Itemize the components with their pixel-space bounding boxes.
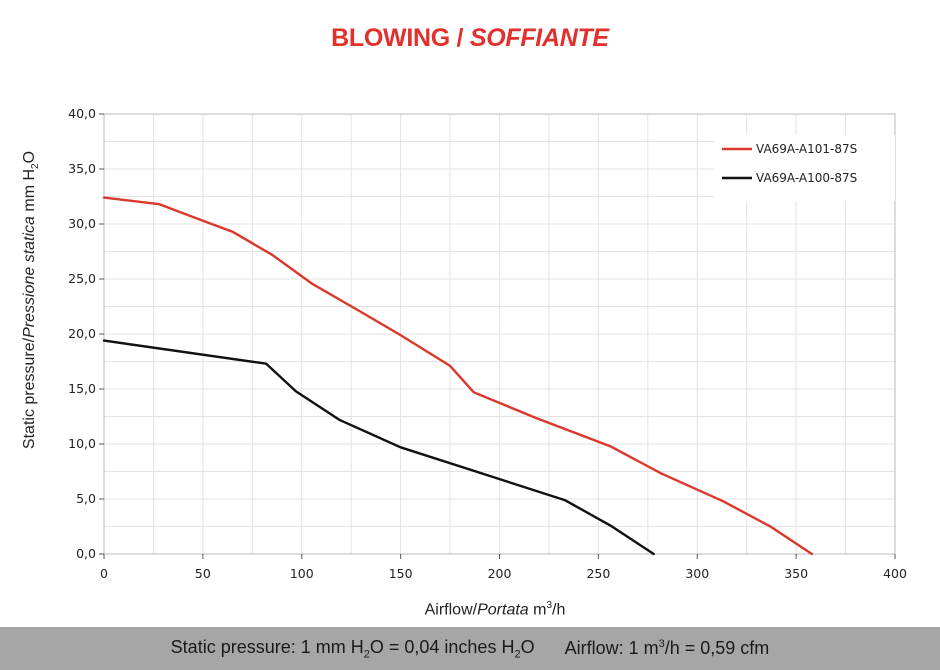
x-tick-label: 200 [488, 566, 512, 581]
x-axis-title-main: Airflow [424, 601, 473, 619]
y-tick-label: 35,0 [68, 161, 96, 176]
x-tick-label: 350 [784, 566, 808, 581]
y-tick-label: 30,0 [68, 216, 96, 231]
x-axis-title-sep: / [472, 601, 478, 619]
footer-pressure-conversion: Static pressure: 1 mm H2O = 0,04 inches … [171, 637, 535, 661]
y-axis: 0,0 5,0 10,0 15,0 20,0 25,0 30,0 35,0 40,0 [68, 106, 104, 561]
footer-pressure-text-a: Static pressure: 1 mm H [170, 636, 364, 657]
chart-title: BLOWING / SOFFIANTE [0, 24, 940, 53]
footer-airflow-conversion: Airflow: 1 m3/h = 0,59 cfm [565, 638, 770, 659]
x-axis: 0 50 100 150 200 250 300 350 400 [100, 554, 907, 581]
y-tick-label: 40,0 [68, 106, 96, 121]
y-axis-title-unit: mm H [20, 168, 38, 212]
series-group [102, 196, 814, 556]
footer-airflow-sup: 3 [658, 638, 665, 650]
series-line-0 [102, 196, 814, 556]
x-axis-title-unit: m [533, 601, 547, 619]
x-tick-label: 100 [290, 566, 314, 581]
y-axis-title-unit-sub: 2 [30, 163, 42, 169]
y-tick-label: 15,0 [68, 381, 96, 396]
series-line-1 [102, 339, 655, 556]
footer-airflow-text-b: /h = 0,59 cfm [664, 638, 770, 658]
y-tick-label: 25,0 [68, 271, 96, 286]
y-tick-label: 0,0 [76, 546, 96, 561]
legend-entry-label: VA69A-A100-87S [756, 171, 857, 185]
chart: 0,0 5,0 10,0 15,0 20,0 25,0 30,0 35,0 40,0 0 50 10… [68, 106, 907, 581]
x-tick-label: 300 [685, 566, 709, 581]
x-axis-title: Airflow/Portata m3/h [0, 600, 940, 619]
legend: VA69A-A101-87S VA69A-A100-87S [714, 135, 895, 201]
footer-airflow-text-a: Airflow: 1 m [564, 638, 659, 658]
x-tick-label: 0 [100, 566, 108, 581]
y-axis-title-main: Static pressure [20, 342, 38, 450]
y-axis-title-italic: Pressione statica [20, 216, 38, 338]
x-tick-label: 250 [586, 566, 610, 581]
x-axis-title-unit-tail: /h [552, 601, 566, 619]
y-tick-label: 20,0 [68, 326, 96, 341]
x-axis-title-italic: Portata [477, 601, 529, 619]
x-tick-label: 150 [389, 566, 413, 581]
x-axis-title-unit-sup: 3 [546, 600, 553, 611]
legend-box [714, 135, 895, 201]
chart-title-main: BLOWING / [331, 24, 464, 52]
y-tick-label: 10,0 [68, 436, 96, 451]
legend-entry-label: VA69A-A101-87S [756, 142, 857, 156]
footer-conversion-bar: Static pressure: 1 mm H2O = 0,04 inches … [0, 627, 940, 670]
x-tick-label: 400 [883, 566, 907, 581]
x-tick-label: 50 [195, 566, 211, 581]
y-axis-title-sep: / [20, 337, 38, 343]
footer-pressure-sub2: 2 [514, 648, 521, 661]
y-axis-title-unit-tail: O [20, 150, 38, 164]
y-tick-label: 5,0 [76, 491, 96, 506]
chart-title-italic: SOFFIANTE [469, 24, 609, 52]
footer-pressure-sub: 2 [363, 648, 370, 661]
footer-pressure-text-c: O [520, 636, 535, 657]
footer-pressure-text-b: O = 0,04 inches H [369, 636, 515, 657]
